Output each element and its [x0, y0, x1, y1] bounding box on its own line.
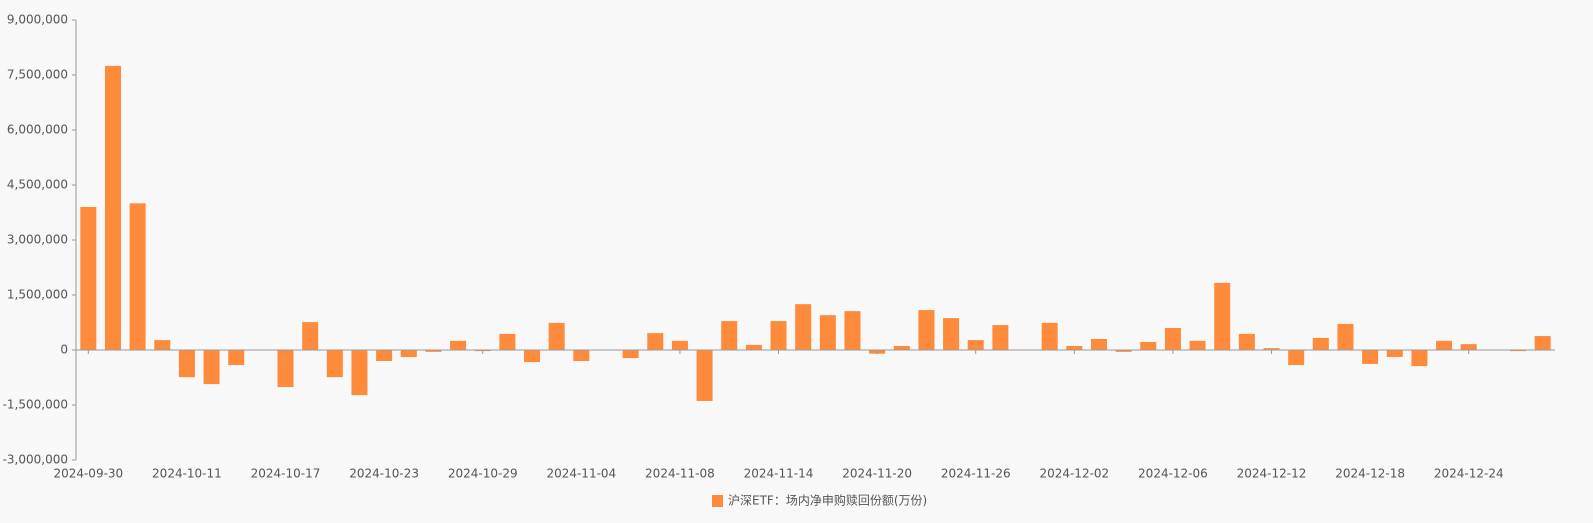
x-tick-label: 2024-09-30	[53, 467, 123, 481]
x-tick-label: 2024-11-26	[941, 467, 1011, 481]
bar	[721, 321, 738, 350]
bar	[524, 350, 541, 363]
bar	[376, 350, 393, 361]
legend-label: 沪深ETF：场内净申购赎回份额(万份)	[728, 493, 927, 508]
bar	[302, 322, 319, 350]
x-tick-label: 2024-10-29	[448, 467, 518, 481]
bar	[696, 350, 713, 401]
bar	[1312, 337, 1329, 350]
x-tick-label: 2024-10-11	[152, 467, 222, 481]
y-tick-label: 7,500,000	[7, 68, 68, 82]
bar	[573, 350, 590, 361]
bar	[1263, 348, 1280, 350]
bar	[1164, 328, 1181, 350]
x-tick-label: 2024-11-20	[842, 467, 912, 481]
x-tick-label: 2024-11-14	[744, 467, 814, 481]
bar	[992, 325, 1009, 350]
x-tick-label: 2024-12-02	[1039, 467, 1109, 481]
x-tick-label: 2024-12-18	[1335, 467, 1405, 481]
bar	[1411, 350, 1428, 367]
bar	[400, 350, 417, 357]
bar	[1090, 339, 1107, 350]
bar	[795, 304, 812, 350]
bar	[1510, 350, 1527, 352]
legend-swatch	[712, 495, 723, 507]
bar	[351, 350, 368, 396]
bar	[178, 350, 195, 378]
x-tick-label: 2024-12-12	[1237, 467, 1307, 481]
bar	[1460, 344, 1477, 350]
bar	[1214, 282, 1231, 350]
bar	[1362, 350, 1379, 364]
bar	[203, 350, 220, 385]
y-tick-label: -3,000,000	[3, 453, 68, 467]
x-tick-label: 2024-10-23	[349, 467, 419, 481]
bar	[1115, 350, 1132, 352]
bar	[326, 350, 343, 378]
bar	[1436, 340, 1453, 350]
bar	[425, 350, 442, 352]
bar	[1386, 350, 1403, 357]
x-tick-label: 2024-12-24	[1434, 467, 1504, 481]
bar	[277, 350, 294, 388]
bar	[819, 315, 836, 350]
bar	[844, 311, 861, 350]
bar	[1041, 322, 1058, 350]
bar	[943, 318, 960, 350]
y-tick-label: 3,000,000	[7, 233, 68, 247]
y-tick-label: 0	[60, 343, 68, 357]
y-tick-label: 6,000,000	[7, 123, 68, 137]
bar	[967, 340, 984, 350]
bar	[104, 65, 121, 350]
bar	[228, 350, 245, 366]
bar	[154, 340, 171, 350]
bar	[647, 333, 664, 350]
bar	[548, 322, 565, 350]
bar	[450, 340, 467, 350]
x-tick-label: 2024-12-06	[1138, 467, 1208, 481]
bar	[770, 321, 787, 350]
y-tick-label: 4,500,000	[7, 178, 68, 192]
bar	[918, 310, 935, 350]
y-tick-label: -1,500,000	[3, 398, 68, 412]
y-tick-label: 9,000,000	[7, 13, 68, 27]
bar	[499, 333, 516, 350]
bar	[1140, 341, 1157, 350]
bar	[893, 345, 910, 350]
x-tick-label: 2024-11-08	[645, 467, 715, 481]
bar	[1534, 336, 1551, 350]
bar	[1066, 345, 1083, 350]
bar	[745, 344, 762, 350]
bar	[80, 207, 97, 350]
bar	[129, 203, 146, 350]
x-tick-label: 2024-10-17	[251, 467, 321, 481]
bar	[622, 350, 639, 359]
bar	[1238, 333, 1255, 350]
bar	[1288, 350, 1305, 366]
bar	[1189, 340, 1206, 350]
bar	[671, 340, 688, 350]
y-tick-label: 1,500,000	[7, 288, 68, 302]
x-tick-label: 2024-11-04	[546, 467, 616, 481]
bar	[1337, 323, 1354, 350]
